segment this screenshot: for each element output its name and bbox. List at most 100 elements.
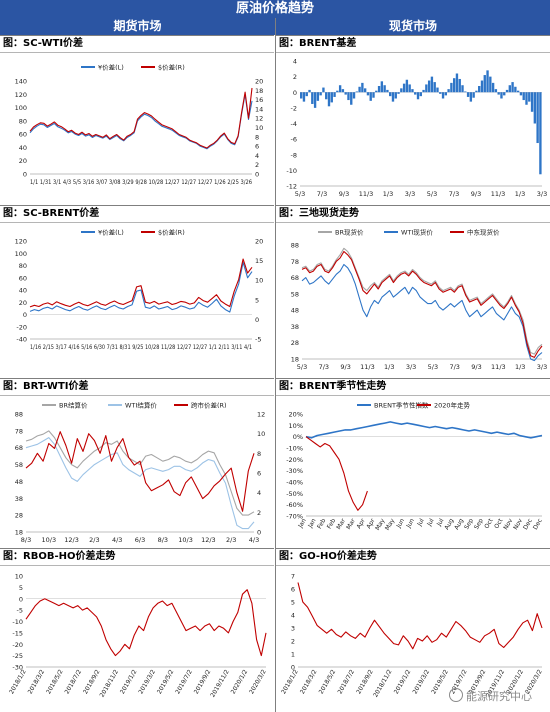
y-tick-label: 60 (19, 274, 27, 282)
bar (336, 90, 339, 93)
bar (350, 92, 353, 105)
series-line (305, 421, 543, 439)
bar (313, 92, 317, 108)
series-line (29, 87, 253, 149)
legend-label: $价差(R) (158, 228, 185, 237)
y-tick-label: 80 (19, 117, 27, 125)
brent-basis-chart: -12 -10 -8 -6 -4 -2 0 2 4 5/3 7/3 9/3 11/3 1/3 3/3 5/3 7… (286, 58, 547, 199)
x-tick-label: 7/3 (449, 190, 459, 198)
y2-tick-label: 10 (255, 277, 263, 285)
y-tick-label: 40 (19, 144, 27, 152)
bar (344, 92, 347, 95)
futures-header: 期货市场 (0, 18, 275, 35)
bar (402, 83, 406, 93)
bar (311, 92, 314, 104)
go-ho-title: 图：GO-HO价差走势 (276, 549, 550, 566)
go-ho-panel: 图：GO-HO价差走势 0 1 2 3 4 5 6 7 2018/1/2 2018/3/2 2018… (276, 548, 550, 711)
three-spot-chart: 18 28 38 48 58 68 78 88 5/3 7/3 9/3 11/3 1/3 3/3 5/3 7/… (291, 228, 548, 372)
bar (308, 89, 311, 93)
y-tick-label: -40 (16, 336, 27, 344)
bar (375, 90, 378, 93)
bar (300, 92, 303, 99)
x-tick-label: 2018/9/2 (82, 668, 102, 695)
bar (338, 85, 342, 93)
y-tick-label: 60 (19, 131, 27, 139)
bar (414, 92, 417, 95)
y-tick-label: 1 (291, 651, 295, 659)
x-tick-label: 2019/7/2 (174, 668, 194, 695)
y2-tick-label: 4 (257, 489, 261, 497)
wechat-icon (449, 688, 463, 702)
bar (478, 86, 481, 93)
y-tick-label: 100 (15, 104, 27, 112)
series-line (25, 589, 267, 657)
x-tick-label: 9/3 (339, 190, 349, 198)
page-title: 原油价格趋势 (0, 0, 550, 18)
y-tick-label: 40 (19, 287, 27, 295)
bar (491, 82, 495, 93)
y-tick-label: -10 (12, 618, 23, 626)
y2-tick-label: 10 (257, 430, 265, 438)
bar (380, 81, 384, 93)
x-tick-label: 2018/1/2 (280, 668, 300, 695)
x-tick-label: Sep (463, 517, 475, 530)
y-tick-label: 78 (291, 258, 299, 266)
bar (325, 92, 328, 100)
y-tick-label: 18 (15, 529, 23, 537)
x-tick-label: Nov (512, 517, 524, 531)
sc-brent-title: 图：SC-BRENT价差 (0, 206, 274, 223)
x-tick-label: 3/3 (405, 190, 415, 198)
x-tick-label: 9/3 (471, 363, 481, 371)
bar (486, 70, 489, 93)
y-tick-label: 5 (291, 599, 295, 607)
y-tick-label: 10 (15, 573, 23, 581)
bar (405, 79, 409, 93)
y-tick-label: 6 (291, 586, 295, 594)
y-tick-label: 78 (15, 427, 23, 435)
y-tick-label: 58 (291, 290, 299, 298)
x-tick-label: 3/3 (537, 190, 547, 198)
x-tick-label: 5/3 (427, 190, 437, 198)
series-line (301, 263, 543, 362)
y-tick-label: -20 (12, 641, 23, 649)
x-tick-label: 2019/5/2 (430, 668, 450, 695)
y-tick-label: 2 (291, 638, 295, 646)
bar (397, 92, 400, 94)
bar (316, 92, 320, 101)
y-tick-label: 80 (19, 262, 27, 270)
y2-tick-label: 10 (255, 124, 263, 132)
x-tick-label: Sep (473, 517, 485, 530)
y-tick-label: -4 (291, 120, 297, 128)
bar (430, 76, 434, 93)
y-tick-label: 0 (293, 89, 297, 97)
y-tick-label: 20% (289, 411, 303, 419)
bar (422, 89, 425, 93)
x-tick-label: 3/3 (537, 363, 547, 371)
x-tick-label: 2019/5/2 (156, 668, 176, 695)
bar (386, 89, 389, 93)
y-tick-label: 38 (291, 323, 299, 331)
go-ho-chart: 0 1 2 3 4 5 6 7 2018/1/2 2018/3/2 2018/5/2 2018/7/2… (280, 573, 544, 699)
y-tick-label: -30% (286, 467, 303, 475)
y2-tick-label: 6 (257, 470, 261, 478)
legend-label: WTI现货价 (401, 228, 433, 237)
y-tick-label: -10 (286, 167, 297, 175)
y-tick-label: -10% (286, 445, 303, 453)
bar (355, 91, 358, 93)
bar (511, 82, 514, 93)
x-tick-label: 11/3 (491, 363, 506, 371)
y-tick-label: 48 (15, 478, 23, 486)
y-tick-label: 0% (293, 433, 303, 441)
watermark: 能源研究中心 (449, 688, 532, 704)
x-tick-label: 1/3 (383, 190, 393, 198)
legend-label: 2020年走势 (434, 401, 471, 410)
y2-tick-label: 8 (257, 450, 261, 458)
x-tick-label: 5/3 (297, 363, 307, 371)
bar (377, 86, 381, 93)
brent-seasonal-panel: 图：BRENT季节性走势 -70% -60% -50% -40% -30% -20% -10… (276, 378, 550, 556)
y-tick-label: 4 (291, 612, 295, 620)
x-tick-label: Dec (532, 518, 544, 532)
bar (497, 92, 500, 95)
y-tick-label: 0 (19, 595, 23, 603)
bar (441, 92, 445, 99)
